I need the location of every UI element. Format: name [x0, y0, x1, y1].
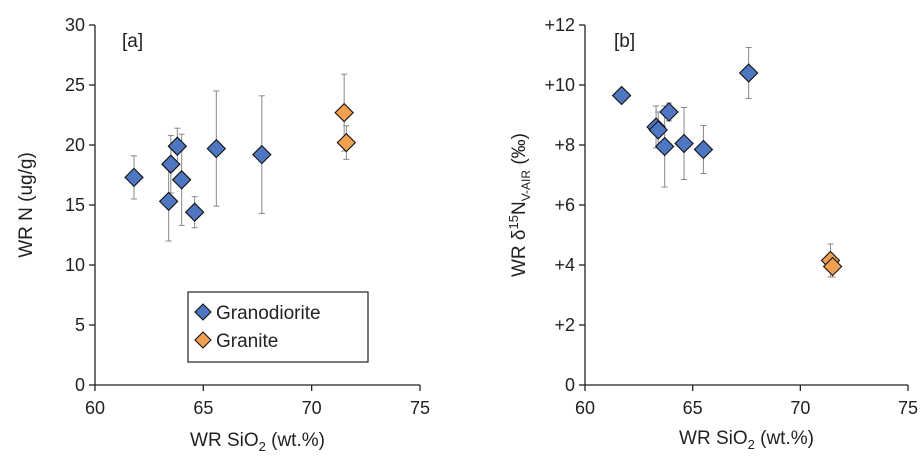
- series-granodiorite: [124, 90, 272, 242]
- data-point: [184, 202, 205, 222]
- y-tick-label: 5: [75, 315, 85, 335]
- series-granodiorite: [611, 47, 759, 188]
- y-tick-label: +10: [544, 75, 575, 95]
- legend-box: [187, 291, 369, 363]
- y-tick-label: +8: [554, 135, 575, 155]
- data-point: [674, 133, 694, 154]
- data-point: [659, 102, 679, 122]
- x-axis-title: WR SiO2 (wt.%): [190, 430, 325, 454]
- y-tick-label: 0: [565, 375, 575, 395]
- data-point: [336, 132, 357, 153]
- panel-label: [a]: [122, 31, 143, 52]
- x-tick-label: 60: [575, 398, 595, 418]
- x-tick-label: 65: [683, 398, 703, 418]
- chart-panel-b: 0 +2 +4 +6 +8 +10 +12 60 65 70 75 WR SiO2 (wt.%) WR …: [506, 15, 918, 452]
- data-point: [648, 120, 668, 140]
- x-tick-label: 75: [410, 398, 430, 418]
- y-tick-label: 10: [65, 255, 85, 275]
- y-axis-title: WR δ15NV-AIR (‰): [506, 133, 533, 277]
- y-tick-label: +6: [554, 195, 575, 215]
- y-tick-label: 20: [65, 135, 85, 155]
- y-tick-label: 0: [75, 375, 85, 395]
- x-tick-label: 60: [85, 398, 105, 418]
- y-tick-label: +2: [554, 315, 575, 335]
- data-point: [822, 256, 843, 277]
- data-point: [654, 136, 675, 157]
- data-point: [738, 63, 759, 83]
- x-tick-label: 65: [193, 398, 213, 418]
- legend: Granodiorite Granite: [187, 291, 369, 363]
- data-point: [158, 191, 179, 212]
- chart-panel-a: 0 5 10 15 20 25 30 60 65 70 75 WR SiO2 (wt.%) WR N (…: [16, 15, 430, 454]
- x-tick-label: 70: [302, 398, 322, 418]
- legend-marker: [194, 303, 212, 321]
- panel-label: [b]: [614, 31, 635, 52]
- series-granite: [334, 73, 357, 160]
- data-point: [161, 154, 181, 174]
- y-axis-title: WR N (ug/g): [16, 152, 37, 258]
- legend-label: Granodiorite: [216, 303, 321, 324]
- data-point: [171, 170, 192, 190]
- data-point: [334, 102, 354, 123]
- data-point: [124, 167, 144, 188]
- legend-label: Granite: [216, 331, 278, 352]
- x-axis-title: WR SiO2 (wt.%): [679, 428, 814, 452]
- data-point: [611, 85, 632, 106]
- data-point: [252, 144, 272, 165]
- legend-marker: [194, 331, 212, 349]
- data-point: [693, 139, 714, 160]
- data-point: [206, 138, 227, 159]
- y-tick-label: +12: [544, 15, 575, 35]
- x-tick-label: 70: [790, 398, 810, 418]
- y-tick-label: 30: [65, 15, 85, 35]
- y-tick-label: 25: [65, 75, 85, 95]
- x-tick-label: 75: [898, 398, 918, 418]
- y-tick-label: 15: [65, 195, 85, 215]
- series-granite: [820, 243, 843, 278]
- data-point: [167, 136, 188, 156]
- y-tick-label: +4: [554, 255, 575, 275]
